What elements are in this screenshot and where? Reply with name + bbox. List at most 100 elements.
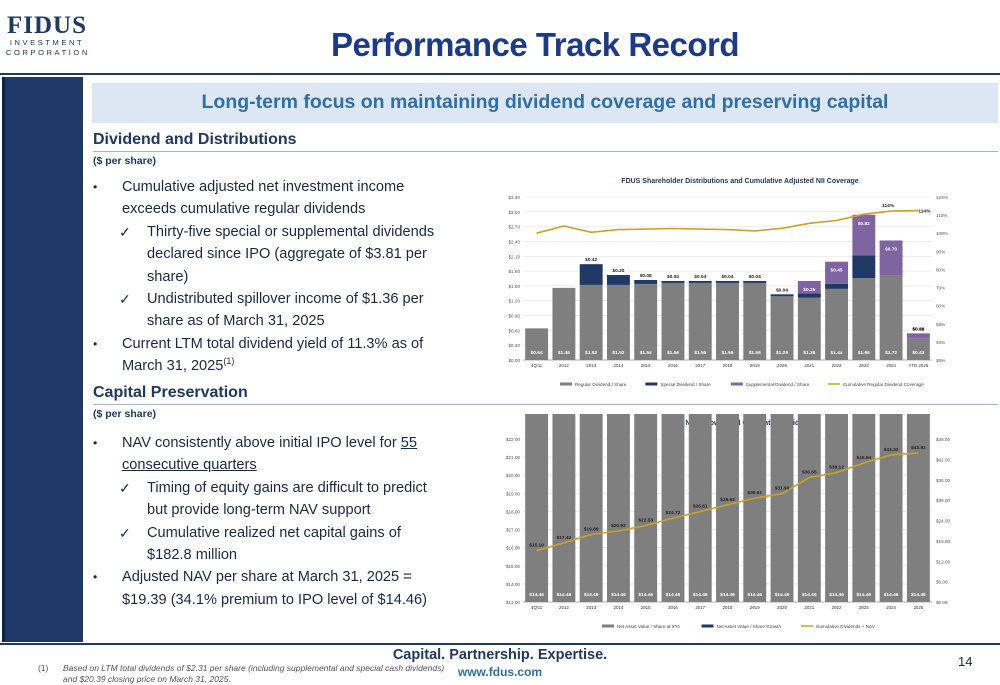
footnote-ref: (1) <box>223 356 235 367</box>
bar-segment <box>852 255 876 279</box>
line-data-label: $17.42 <box>557 535 572 541</box>
bar-segment <box>743 280 767 283</box>
check-icon: ✓ <box>119 479 131 496</box>
line-data-label: $36.65 <box>802 470 817 476</box>
series-line <box>536 209 919 234</box>
data-label: $14.46 <box>775 592 790 598</box>
data-label: $14.46 <box>666 592 681 598</box>
y-left-tick-label: $22.00 <box>506 437 520 442</box>
legend-swatch <box>560 382 572 386</box>
bar-segment <box>661 280 685 283</box>
legend-label: Cumulative Regular Dividend Coverage <box>843 382 924 387</box>
footer-url-link[interactable]: www.fdus.com <box>457 665 543 679</box>
data-label: $0.82 <box>858 221 870 227</box>
line-data-label: $31.90 <box>775 486 790 492</box>
x-tick-label: 4Q'11 <box>531 605 543 610</box>
bullet-text: Cumulative adjusted net investment incom… <box>122 179 405 218</box>
data-label: $14.46 <box>856 592 871 598</box>
data-label: $0.70 <box>885 246 897 252</box>
bullet-marker: • <box>93 570 98 585</box>
y-left-tick-label: $20.00 <box>506 473 520 478</box>
bar-segment <box>852 278 876 360</box>
bar-segment <box>661 282 685 360</box>
bullet-text: Current LTM total dividend yield of 11.3… <box>122 335 424 375</box>
bar-segment <box>797 293 821 298</box>
footnote-mark: (1) <box>38 663 49 673</box>
bullet-item: • Cumulative adjusted net investment inc… <box>93 176 438 221</box>
bullet-marker: • <box>93 336 98 351</box>
y-left-tick-label: $3.00 <box>509 210 521 215</box>
data-label: $0.45 <box>831 268 843 274</box>
y-left-tick-label: $14.00 <box>506 582 520 587</box>
legend-swatch <box>645 382 658 386</box>
bar-segment <box>743 414 767 602</box>
y-left-tick-label: $18.00 <box>506 509 520 514</box>
check-icon: ✓ <box>119 223 131 240</box>
legend-swatch <box>730 382 743 386</box>
bar-segment <box>797 280 821 294</box>
bar-segment <box>770 296 794 360</box>
footer-divider <box>0 643 1000 645</box>
y-right-tick-label: $0.00 <box>936 600 948 605</box>
x-tick-label: 2023 <box>859 605 869 610</box>
bar-segment <box>579 414 603 602</box>
data-label: $0.43 <box>912 350 924 356</box>
company-logo: FIDUS INVESTMENT CORPORATION <box>6 13 90 58</box>
sub-bullet-text: Cumulative realized net capital gains of… <box>147 524 401 564</box>
logo-tagline-2: CORPORATION <box>6 48 90 57</box>
bullet-marker: • <box>93 436 98 450</box>
section-divider <box>93 404 998 405</box>
line-data-label: $38.12 <box>829 465 844 471</box>
x-tick-label: 2014 <box>614 363 624 368</box>
page-subtitle: Long-term focus on maintaining dividend … <box>201 91 889 113</box>
data-label: $1.72 <box>885 350 897 356</box>
bar-segment <box>852 414 876 602</box>
sub-bullet-text: Thirty-five special or supplemental divi… <box>147 223 435 285</box>
bar-segment <box>797 414 821 602</box>
legend-label: Regular Dividend / Share <box>575 382 627 387</box>
line-data-label: $15.10 <box>529 543 544 549</box>
y-right-tick-label: 100% <box>936 231 948 236</box>
bullet-text: Adjusted NAV per share at March 31, 2025… <box>122 569 428 608</box>
dividend-coverage-chart: FDUS Shareholder Distributions and Cumul… <box>509 178 948 387</box>
line-data-label: $28.63 <box>720 497 735 503</box>
bar-segment <box>634 283 658 360</box>
data-label: $1.29 <box>776 350 788 356</box>
x-tick-label: 2012 <box>559 605 569 610</box>
nav-growth-chart: FDUS NAV Growth and Cumulative Dividends… <box>506 414 950 629</box>
data-label: $1.44 <box>831 350 843 356</box>
y-right-tick-label: $12.00 <box>936 559 950 564</box>
logo-tagline-1: INVESTMENT <box>9 38 85 47</box>
x-tick-label: 2021 <box>804 605 814 610</box>
data-label: $1.54 <box>640 350 652 356</box>
x-tick-label: 2020 <box>777 605 787 610</box>
check-icon: ✓ <box>119 291 131 308</box>
data-label: $1.26 <box>803 350 815 356</box>
y-right-tick-label: 40% <box>936 340 945 345</box>
bar-segment <box>716 280 739 283</box>
bar-segment <box>661 414 685 602</box>
bar-segment <box>606 275 630 285</box>
data-label: $14.46 <box>720 592 735 598</box>
bar-segment <box>906 333 930 339</box>
y-right-tick-label: $48.00 <box>936 437 950 442</box>
x-tick-label: YTD 2025 <box>908 363 928 368</box>
y-left-tick-label: $0.60 <box>509 328 521 333</box>
y-left-tick-label: $21.00 <box>506 455 520 460</box>
x-tick-label: 2016 <box>668 363 678 368</box>
data-label: $0.20 <box>612 268 624 274</box>
data-label: $14.46 <box>911 592 926 598</box>
line-data-label: $30.61 <box>747 490 762 496</box>
x-tick-label: 2019 <box>750 605 760 610</box>
y-right-tick-label: $6.00 <box>936 580 948 585</box>
side-accent-bar <box>2 77 83 642</box>
bar-segment <box>552 414 576 602</box>
bullet-item: • Current LTM total dividend yield of 11… <box>93 333 438 378</box>
line-data-label: 114% <box>918 209 931 215</box>
x-tick-label: 2018 <box>723 605 733 610</box>
y-left-tick-label: $13.00 <box>506 600 520 605</box>
footnote: (1) Based on LTM total dividends of $2.3… <box>38 663 460 685</box>
y-right-tick-label: 70% <box>936 286 945 291</box>
bar-segment <box>716 282 739 360</box>
section-title-dividends: Dividend and Distributions <box>93 131 297 148</box>
